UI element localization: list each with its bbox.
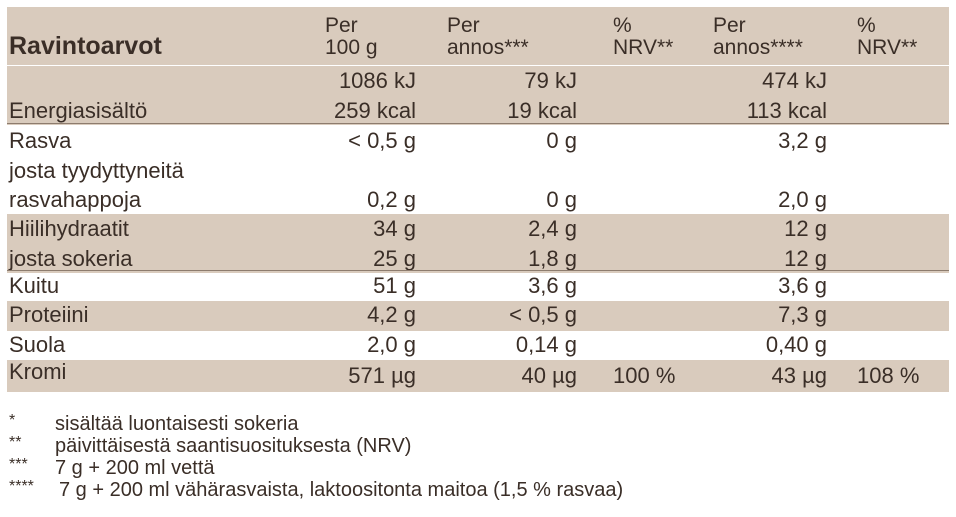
carbs-row: Hiilihydraatit 34 g 2,4 g 12 g josta sok… <box>7 214 949 273</box>
row-value-serving-milk: 43 µg <box>771 363 828 388</box>
header-nrv-2: % NRV** <box>857 15 917 59</box>
header-nrv-2-line2: NRV** <box>857 36 918 59</box>
row-value-100g: 2,0 g <box>367 332 416 357</box>
row-value-100g: 571 µg <box>348 363 416 388</box>
header-per-100g-line1: Per <box>325 14 358 37</box>
header-per-serving-line1: Per <box>447 14 480 37</box>
header-nrv-1-line1: % <box>613 14 632 37</box>
footnote-mark: *** <box>9 456 28 473</box>
energy-row: 1086 kJ 79 kJ 474 kJ Energiasisältö 259 … <box>7 65 949 125</box>
rule-top <box>7 123 949 124</box>
row-value-100g: < 0,5 g <box>348 128 416 153</box>
header-per-serving: Per annos*** <box>447 15 529 59</box>
row-value-100g: 25 g <box>373 246 416 271</box>
protein-row: Proteiini 4,2 g < 0,5 g 7,3 g <box>7 301 949 331</box>
row-value-serving-milk: 3,2 g <box>778 128 827 153</box>
footnote-text: sisältää luontaisesti sokeria <box>55 413 299 435</box>
chromium-row: Kromi 571 µg 40 µg 100 % 43 µg 108 % <box>7 359 949 392</box>
row-value-serving: 1,8 g <box>528 246 577 271</box>
energy-kj-serving-milk: 474 kJ <box>762 68 827 93</box>
salt-row: Suola 2,0 g 0,14 g 0,40 g <box>7 331 949 360</box>
row-value-serving-milk: 12 g <box>784 246 827 271</box>
header-per-serving-milk-line2: annos**** <box>713 36 803 59</box>
energy-kj-serving: 79 kJ <box>524 68 577 93</box>
row-value-serving-milk: 0,40 g <box>765 332 827 357</box>
row-value-serving: 40 µg <box>521 363 578 388</box>
row-label: josta tyydyttyneitä <box>9 158 184 183</box>
row-label: Proteiini <box>9 302 89 327</box>
rule-mid <box>7 270 949 271</box>
header-per-serving-milk-line1: Per <box>713 14 746 37</box>
row-label: Hiilihydraatit <box>9 216 129 241</box>
row-value-nrv-1: 100 % <box>613 363 676 388</box>
footnote-mark: * <box>9 412 16 429</box>
header-nrv-1: % NRV** <box>613 15 673 59</box>
fat-row: Rasva < 0,5 g 0 g 3,2 g josta tyydyttyne… <box>7 125 949 214</box>
energy-kcal-serving-milk: 113 kcal <box>746 98 827 123</box>
footnote-text: päivittäisestä saantisuosituksesta (NRV) <box>55 435 412 457</box>
footnote-mark: **** <box>9 478 34 495</box>
row-value-100g: 0,2 g <box>367 187 416 212</box>
row-value-100g: 34 g <box>373 216 416 241</box>
header-per-serving-line2: annos*** <box>447 36 529 59</box>
row-value-100g: 51 g <box>373 273 416 298</box>
row-label: josta sokeria <box>9 246 133 271</box>
fibre-row: Kuitu 51 g 3,6 g 3,6 g <box>7 273 949 301</box>
energy-kcal-100g: 259 kcal <box>334 98 416 123</box>
header-per-100g-line2: 100 g <box>325 36 378 59</box>
row-value-serving: 3,6 g <box>528 273 577 298</box>
row-value-serving-milk: 12 g <box>784 216 827 241</box>
table-title: Ravintoarvot <box>9 32 162 60</box>
header-nrv-2-line1: % <box>857 14 876 37</box>
header-per-100g: Per 100 g <box>325 15 378 59</box>
row-value-serving-milk: 2,0 g <box>778 187 827 212</box>
header-per-serving-milk: Per annos**** <box>713 15 803 59</box>
header-nrv-1-line2: NRV** <box>613 36 674 59</box>
row-value-nrv-2: 108 % <box>857 363 920 388</box>
header-row: Ravintoarvot Per 100 g Per annos*** % NR… <box>7 7 949 65</box>
nutrition-table: Ravintoarvot Per 100 g Per annos*** % NR… <box>7 7 949 392</box>
row-label: Kuitu <box>9 273 60 298</box>
row-value-100g: 4,2 g <box>367 302 416 327</box>
row-value-serving-milk: 7,3 g <box>778 302 827 327</box>
row-value-serving-milk: 3,6 g <box>778 273 827 298</box>
row-label: rasvahappoja <box>9 187 142 212</box>
energy-kcal-serving: 19 kcal <box>507 98 577 123</box>
row-label: Suola <box>9 332 66 357</box>
row-value-serving: 0 g <box>546 187 577 212</box>
energy-kj-100g: 1086 kJ <box>338 68 416 93</box>
row-value-serving: < 0,5 g <box>509 302 577 327</box>
row-label: Rasva <box>9 128 72 153</box>
footnote-mark: ** <box>9 434 22 451</box>
row-value-serving: 0,14 g <box>515 332 577 357</box>
row-value-serving: 2,4 g <box>528 216 577 241</box>
row-value-serving: 0 g <box>546 128 577 153</box>
footnote-text: 7 g + 200 ml vettä <box>55 457 215 479</box>
energy-label: Energiasisältö <box>9 98 148 123</box>
footnote-text: 7 g + 200 ml vähärasvaista, laktoositont… <box>59 479 624 501</box>
row-label: Kromi <box>9 359 67 384</box>
